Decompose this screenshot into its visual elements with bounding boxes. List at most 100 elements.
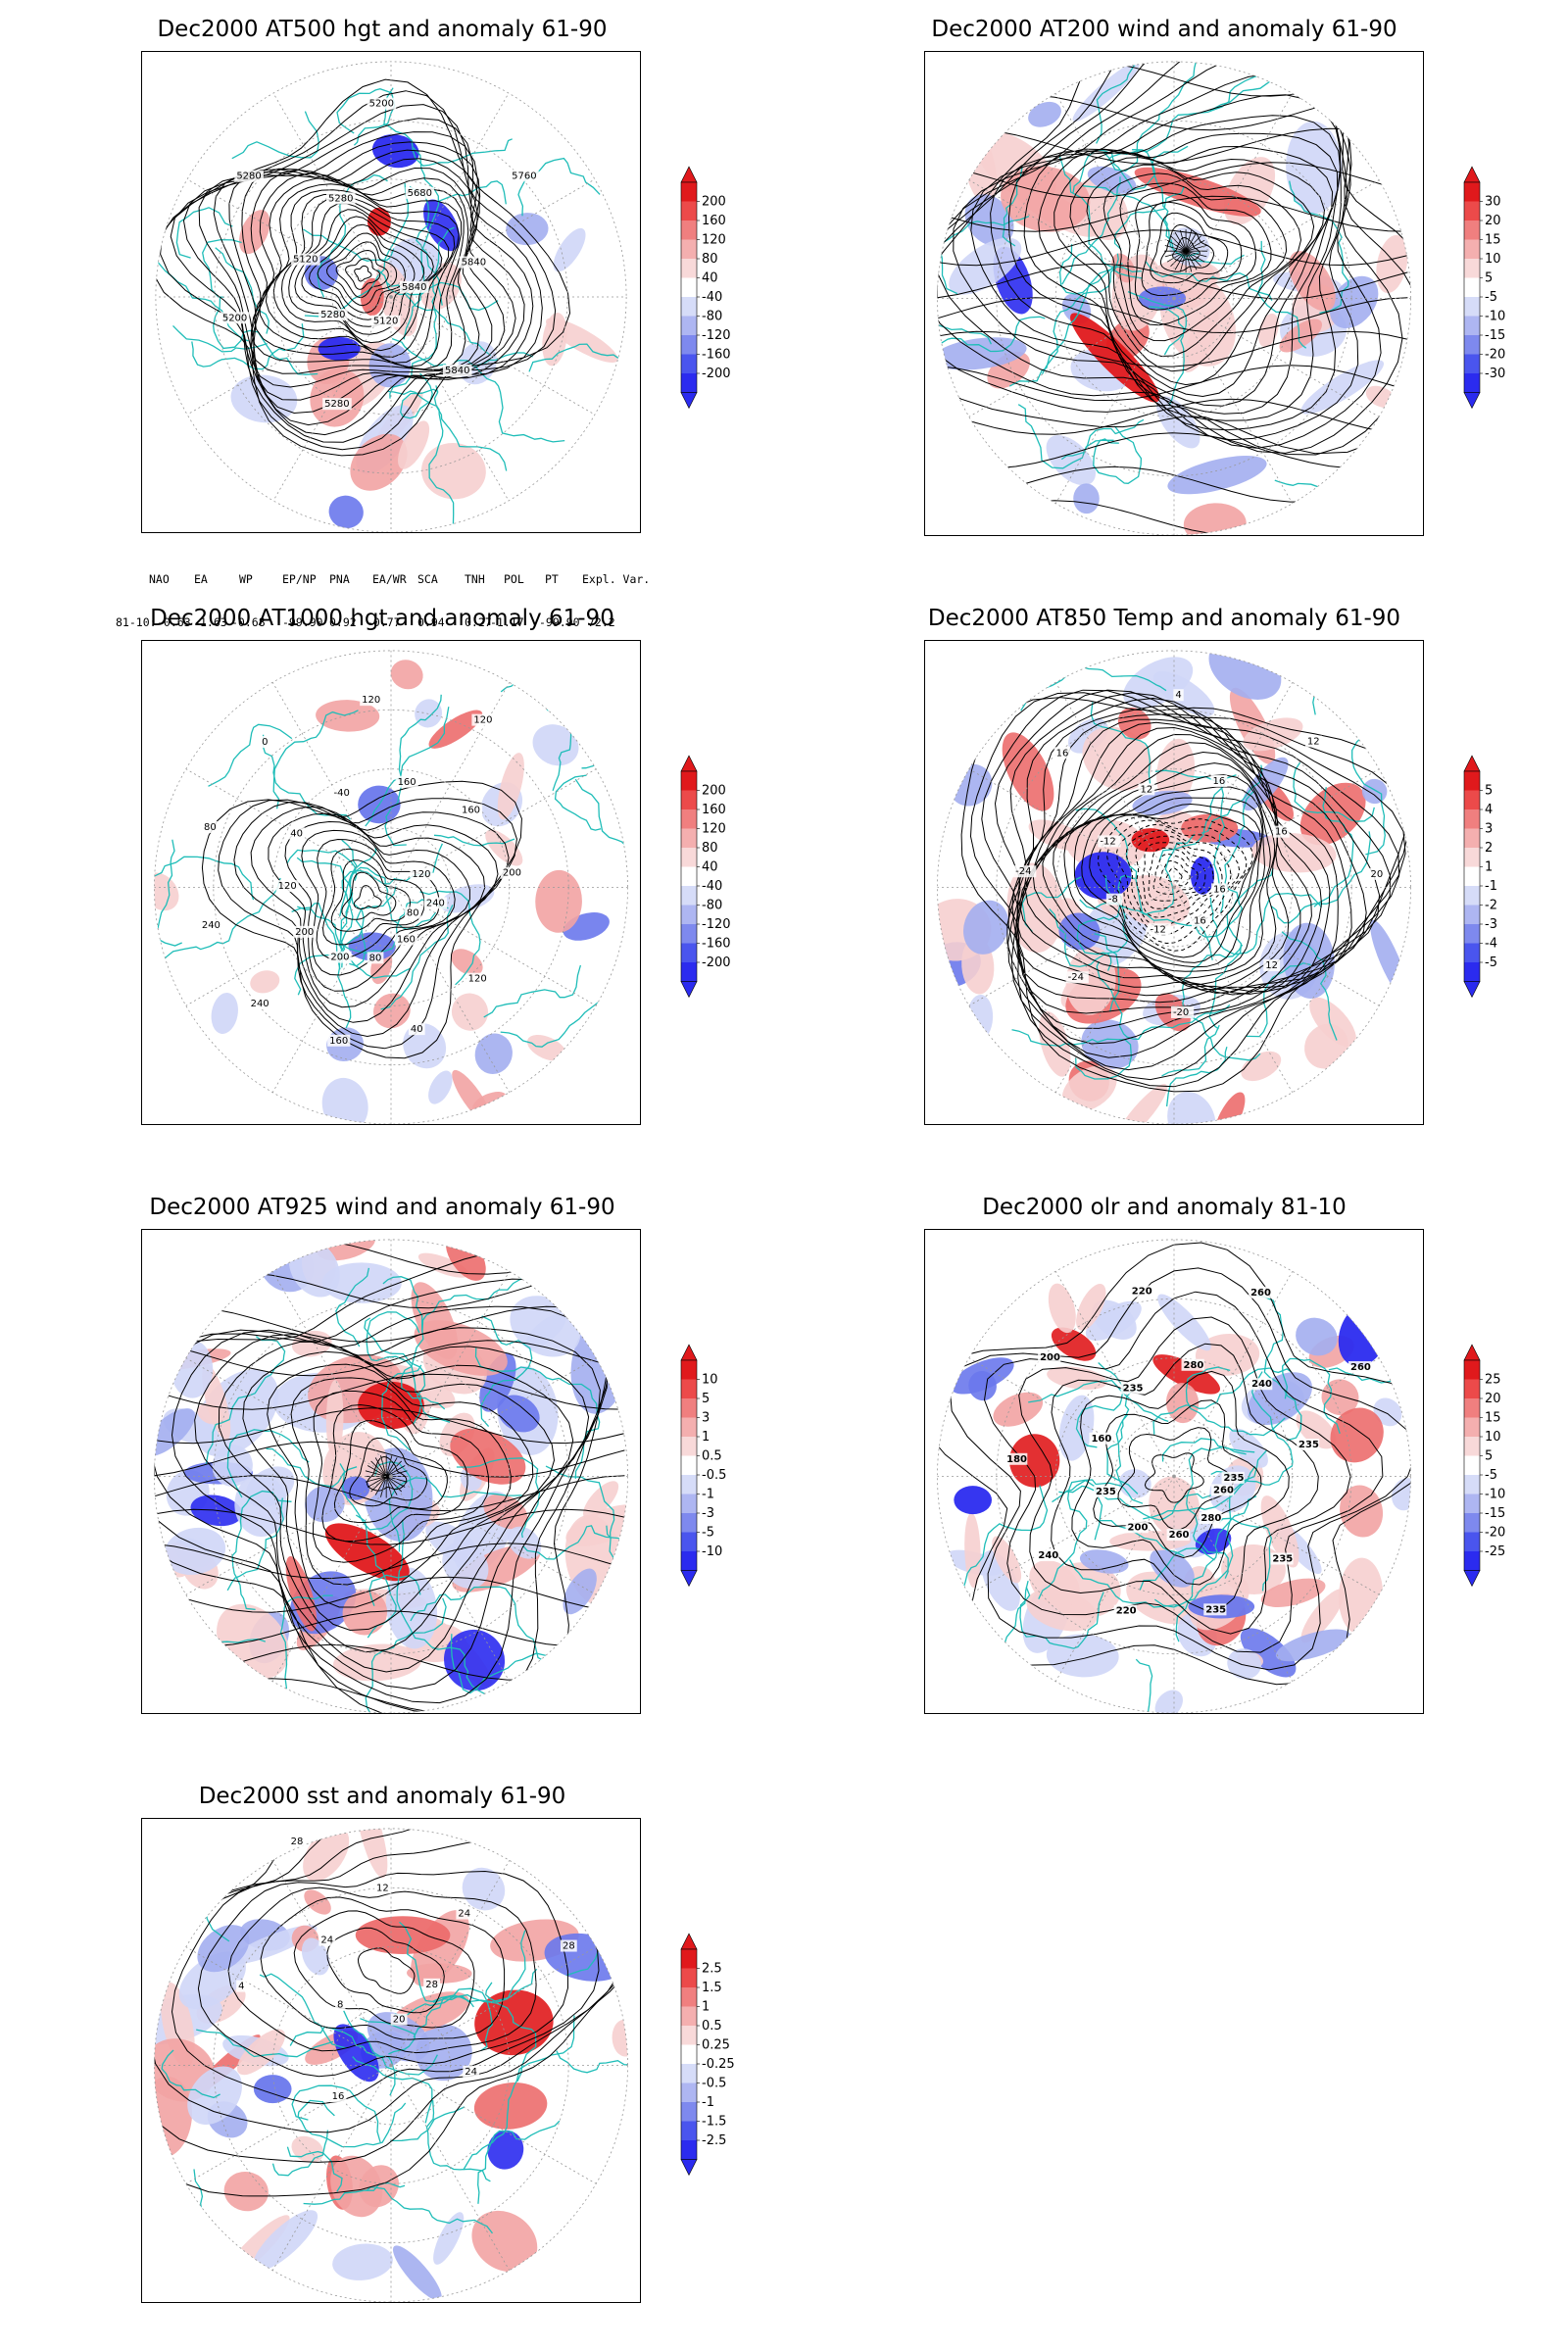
positive-anomaly-area (303, 1828, 350, 1882)
positive-anomaly-area (197, 1402, 223, 1425)
positive-anomaly-area (390, 660, 423, 690)
contour-label: 5120 (373, 317, 398, 327)
negative-anomaly-area (1370, 919, 1409, 1000)
contour-label: 16 (1275, 827, 1288, 838)
positive-anomaly-area (1082, 726, 1152, 791)
contour-label: 200 (1040, 1352, 1060, 1363)
colorbar-tick-label: -5 (1485, 1468, 1497, 1483)
positive-anomaly-area (223, 2171, 269, 2212)
positive-anomaly-area (1340, 1485, 1384, 1538)
negative-anomaly-area (964, 194, 1014, 247)
colorbar-tick-label: 0.5 (702, 2019, 722, 2034)
positive-anomaly-area (1006, 862, 1063, 954)
contour-label: 5760 (512, 171, 536, 181)
negative-anomaly-area (1300, 360, 1385, 415)
contour-label: 200 (503, 868, 521, 879)
negative-anomaly-area (388, 237, 442, 285)
contour-label: 260 (1250, 1288, 1271, 1298)
negative-anomaly-area (321, 1077, 368, 1124)
colorbar-tick-label: 0.5 (702, 1449, 722, 1464)
contour-label: 28 (563, 1941, 575, 1952)
contour-label: 24 (458, 1909, 470, 1920)
negative-anomaly-area (332, 2243, 393, 2280)
colorbar-tick-label: 30 (1485, 195, 1501, 210)
positive-anomaly-core (1131, 828, 1170, 853)
contour-label: -8 (1108, 895, 1118, 906)
contour-label: 235 (1272, 1554, 1293, 1565)
contour-label: 120 (412, 869, 430, 880)
colorbar-tick-label: 40 (702, 271, 718, 286)
colorbar-tick-label: -25 (1485, 1544, 1505, 1559)
contour-label: -40 (334, 788, 350, 799)
colorbar-tick-label: -0.5 (702, 1468, 726, 1483)
graticule (937, 61, 1411, 535)
colorbar-tick-label: 1 (1485, 860, 1493, 875)
positive-anomaly-area (535, 869, 582, 933)
colorbar-tick-label: 1 (702, 1430, 710, 1445)
colorbar-tick-label: -80 (702, 310, 722, 324)
contour-label: 5280 (320, 310, 345, 320)
positive-anomaly-area (451, 949, 483, 976)
index-value: -0.77 (367, 615, 401, 629)
colorbar-tick-label: -200 (702, 956, 731, 970)
positive-anomaly-area (414, 1320, 508, 1376)
negative-anomaly-area (508, 1526, 542, 1559)
negative-anomaly-area (963, 900, 1009, 955)
negative-anomaly-area (1046, 1634, 1119, 1678)
contour-label: 8 (337, 2000, 343, 2011)
negative-anomaly-core (341, 1476, 370, 1500)
colorbar-tick-label: 10 (1485, 252, 1501, 267)
negative-anomaly-area (487, 2130, 524, 2170)
coastline-layer (1011, 650, 1390, 1107)
negative-anomaly-area (187, 2066, 242, 2125)
colorbar-tick-label: 20 (1485, 1392, 1501, 1406)
contour-label: -24 (1015, 866, 1031, 877)
map-at1000: 80 120 160 40 80 160 200 240 200 240 120 80 40 0 -40 12… (141, 640, 641, 1125)
contour-label: 16 (332, 2091, 345, 2102)
negative-anomaly-area (433, 2212, 465, 2265)
pole-convergence (1164, 229, 1208, 273)
positive-anomaly-area (373, 993, 411, 1029)
contour-label: 5840 (445, 366, 469, 376)
colorbar-tick-label: -3 (702, 1506, 714, 1521)
negative-anomaly-core (1190, 857, 1215, 895)
positive-anomaly-area (1048, 1283, 1076, 1334)
colorbar-tick-label: 25 (1485, 1373, 1501, 1388)
colorbar-tick-label: -160 (702, 937, 731, 952)
colorbar-tick-label: 200 (702, 784, 726, 799)
contour-label: 280 (1200, 1513, 1221, 1524)
positive-anomaly-area (285, 1555, 318, 1632)
colorbar-tick-label: -10 (702, 1544, 722, 1559)
colorbar-tick-label: -10 (1485, 310, 1505, 324)
contour-label: 40 (411, 1024, 423, 1035)
map-boundary (155, 61, 627, 532)
colorbar-tick-label: -10 (1485, 1488, 1505, 1502)
negative-anomaly-area (1079, 1549, 1129, 1574)
positive-anomaly-core (360, 277, 384, 317)
positive-anomaly-area (1260, 1495, 1299, 1568)
contour-label: 5280 (328, 193, 353, 204)
index-value: -99.90 (282, 615, 323, 629)
negative-anomaly-area (1242, 757, 1289, 811)
negative-anomaly-area (1058, 912, 1101, 951)
positive-anomaly-area (582, 1481, 619, 1519)
map-boundary (154, 650, 628, 1124)
index-header: PT (545, 572, 559, 586)
panel-title: Dec2000 sst and anomaly 61-90 (198, 1784, 566, 1809)
contour-label: 12 (1265, 960, 1278, 971)
positive-anomaly-area (1304, 1023, 1348, 1069)
colorbar-tick-label: 3 (702, 1411, 710, 1426)
negative-anomaly-area (211, 992, 238, 1035)
negative-anomaly-area (1296, 1317, 1338, 1356)
index-value: 0.94 (417, 615, 445, 629)
map-field (154, 1239, 628, 1713)
colorbar-at850: 5 4 3 2 1 -1 -2 -3 -4 -5 (1463, 755, 1568, 1005)
negative-anomaly-area (253, 2210, 318, 2272)
positive-anomaly-area (154, 872, 179, 911)
positive-anomaly-area (350, 433, 408, 491)
positive-anomaly-area (1300, 1589, 1345, 1643)
colorbar-tick-label: 3 (1485, 822, 1493, 837)
contour-label: 240 (1251, 1379, 1272, 1390)
contour-label: 24 (465, 2067, 477, 2078)
positive-anomaly-area (1279, 318, 1323, 353)
